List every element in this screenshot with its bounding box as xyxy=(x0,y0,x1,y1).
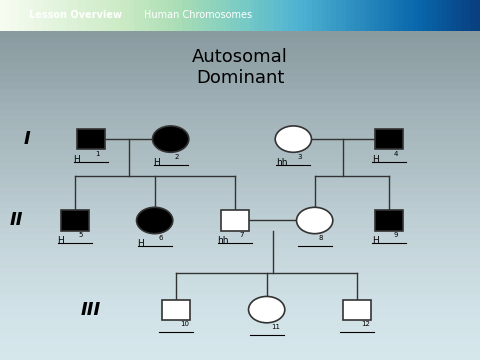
Text: H: H xyxy=(73,155,80,164)
Text: II: II xyxy=(9,211,23,229)
Text: 5: 5 xyxy=(79,232,84,238)
Text: Lesson Overview: Lesson Overview xyxy=(29,10,122,20)
Text: H: H xyxy=(154,158,160,167)
Bar xyxy=(221,210,249,230)
Text: I: I xyxy=(24,130,30,148)
Ellipse shape xyxy=(297,207,333,234)
Ellipse shape xyxy=(249,296,285,323)
Text: 6: 6 xyxy=(159,235,163,241)
Text: 8: 8 xyxy=(319,235,324,241)
Text: Autosomal
Dominant: Autosomal Dominant xyxy=(192,48,288,87)
Bar xyxy=(344,300,371,320)
Ellipse shape xyxy=(136,207,173,234)
Bar xyxy=(61,210,88,230)
Text: hh: hh xyxy=(217,237,229,246)
Text: 1: 1 xyxy=(95,151,99,157)
Text: 3: 3 xyxy=(298,154,302,160)
Text: 11: 11 xyxy=(271,324,280,330)
Text: 12: 12 xyxy=(361,321,371,327)
Text: III: III xyxy=(81,301,101,319)
Text: 10: 10 xyxy=(180,321,189,327)
Text: Human Chromosomes: Human Chromosomes xyxy=(144,10,252,20)
Text: 4: 4 xyxy=(394,151,398,157)
Text: H: H xyxy=(372,237,379,246)
Text: 9: 9 xyxy=(394,232,398,238)
Bar xyxy=(375,210,403,230)
Ellipse shape xyxy=(153,126,189,152)
Bar xyxy=(77,129,105,149)
Text: H: H xyxy=(58,237,64,246)
Text: hh: hh xyxy=(276,158,288,167)
Bar xyxy=(162,300,190,320)
Text: 7: 7 xyxy=(239,232,243,238)
Ellipse shape xyxy=(275,126,312,152)
Text: 2: 2 xyxy=(175,154,180,160)
Text: H: H xyxy=(372,155,379,164)
Text: H: H xyxy=(138,239,144,248)
Bar xyxy=(375,129,403,149)
